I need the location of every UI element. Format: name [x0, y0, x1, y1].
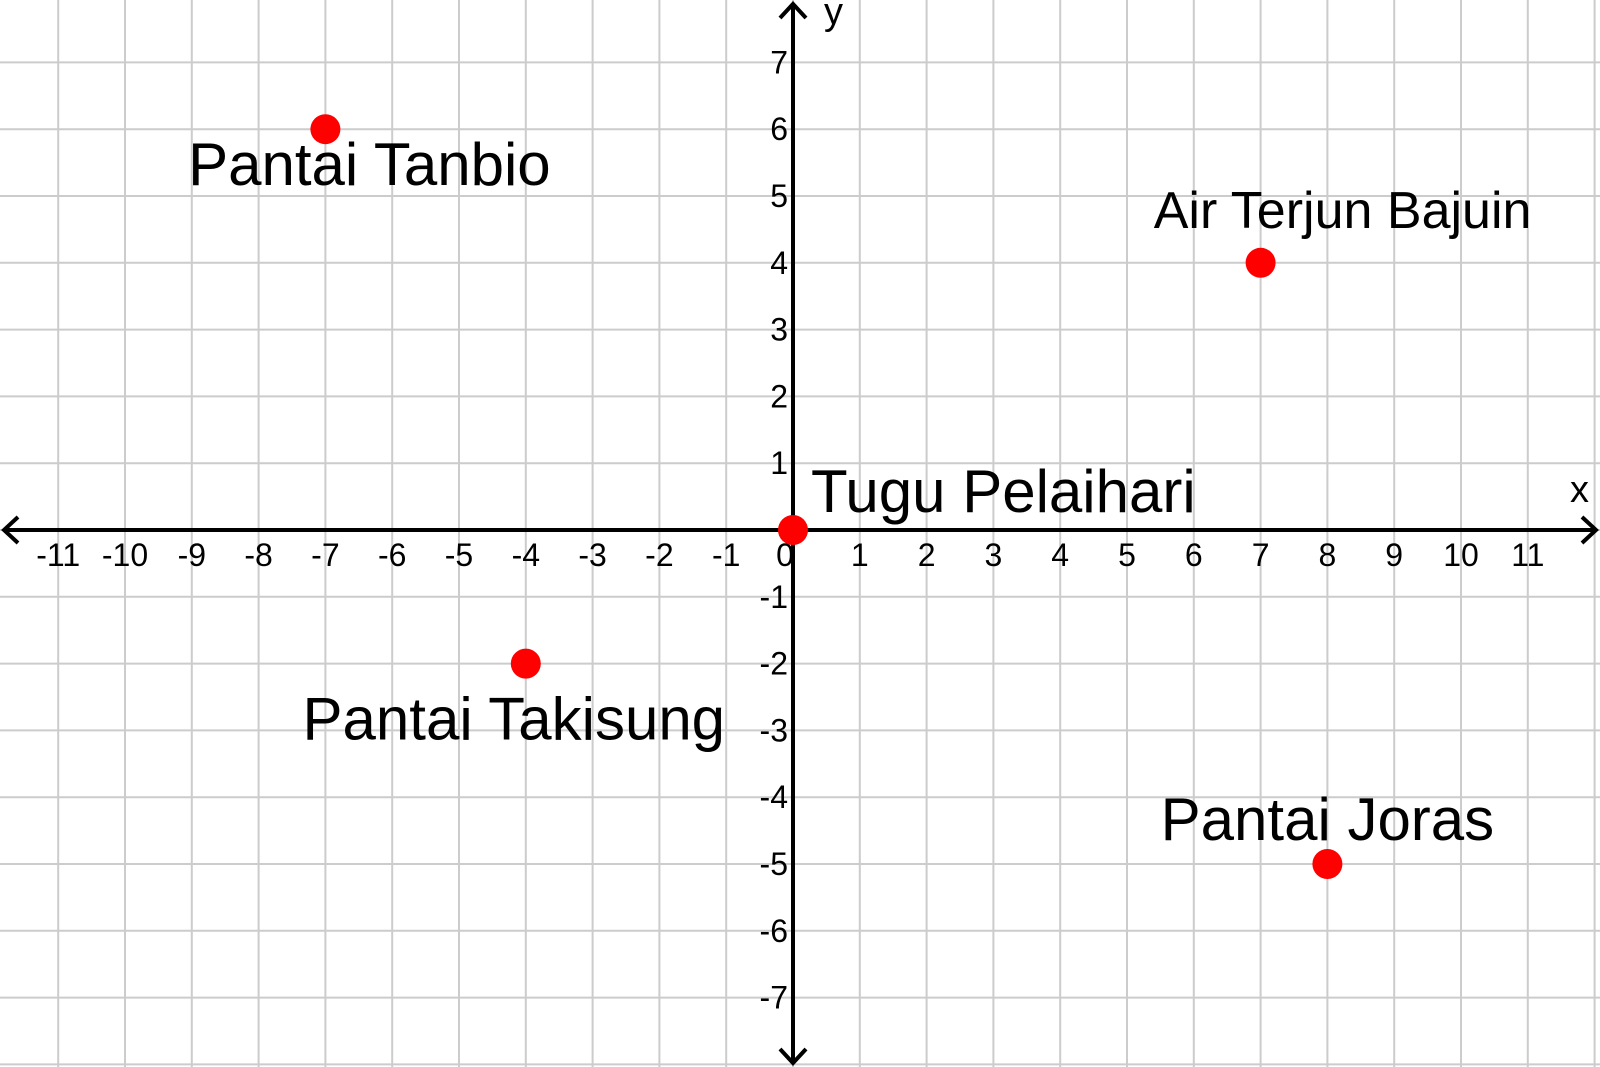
x-tick-label: -5	[445, 537, 473, 573]
y-axis-bottom-arrow	[778, 1047, 808, 1066]
y-tick-label: -2	[760, 646, 788, 682]
x-tick-label: 0	[776, 537, 794, 573]
y-tick-label: 5	[770, 178, 788, 214]
tick-labels: -11 -10 -9 -8 -7 -6 -5 -4 -3 -2 -1 0 1 2 3 4 5 6 7 8 9 10 1176…	[36, 44, 1544, 1015]
x-tick-label: 10	[1443, 537, 1479, 573]
x-tick-label: 8	[1319, 537, 1337, 573]
x-tick-label: 3	[985, 537, 1003, 573]
data-point	[310, 114, 341, 145]
x-tick-label: -3	[578, 537, 606, 573]
x-tick-label: 2	[918, 537, 936, 573]
y-axis-label: y	[824, 0, 843, 33]
y-tick-label: 2	[770, 378, 788, 414]
y-tick-label: -1	[760, 579, 788, 615]
x-tick-label: 11	[1511, 537, 1544, 573]
x-tick-label: 7	[1252, 537, 1270, 573]
x-axis-label: x	[1570, 469, 1589, 511]
data-point	[1245, 247, 1276, 278]
points: Pantai Tanbio Air Terjun Bajuin Tugu Pelai…	[188, 114, 1531, 879]
point-label: Pantai Tanbio	[188, 131, 551, 198]
point-label: Tugu Pelaihari	[811, 458, 1196, 525]
x-axis-right-arrow	[1580, 515, 1599, 545]
x-tick-label: -6	[378, 537, 406, 573]
data-point	[778, 515, 808, 545]
y-tick-label: 7	[770, 44, 788, 80]
x-tick-label: -1	[712, 537, 740, 573]
data-point	[510, 648, 541, 679]
y-tick-label: 1	[770, 445, 788, 481]
point-label: Air Terjun Bajuin	[1154, 182, 1532, 240]
x-tick-label: -2	[645, 537, 673, 573]
point-label: Pantai Joras	[1161, 786, 1495, 853]
x-tick-label: 6	[1185, 537, 1203, 573]
x-tick-label: 5	[1118, 537, 1136, 573]
x-tick-label: -10	[102, 537, 148, 573]
x-tick-label: 4	[1051, 537, 1069, 573]
x-tick-label: -4	[512, 537, 540, 573]
x-tick-label: -9	[178, 537, 206, 573]
y-tick-label: -4	[760, 779, 788, 815]
x-tick-label: -11	[36, 537, 80, 573]
y-tick-label: -5	[760, 846, 788, 882]
x-tick-label: -8	[244, 537, 272, 573]
point-label: Pantai Takisung	[303, 686, 726, 753]
y-tick-label: 4	[770, 245, 788, 281]
x-tick-label: 1	[851, 537, 869, 573]
x-axis-left-arrow	[1, 515, 20, 545]
y-tick-label: 6	[770, 111, 788, 147]
data-point	[1312, 849, 1343, 879]
x-tick-label: 9	[1385, 537, 1403, 573]
y-tick-label: -6	[760, 913, 788, 949]
y-tick-label: 3	[770, 312, 788, 348]
y-tick-label: -3	[760, 712, 788, 748]
y-axis-top-arrow	[778, 1, 808, 20]
x-tick-label: -7	[311, 537, 339, 573]
y-tick-label: -7	[760, 980, 788, 1016]
